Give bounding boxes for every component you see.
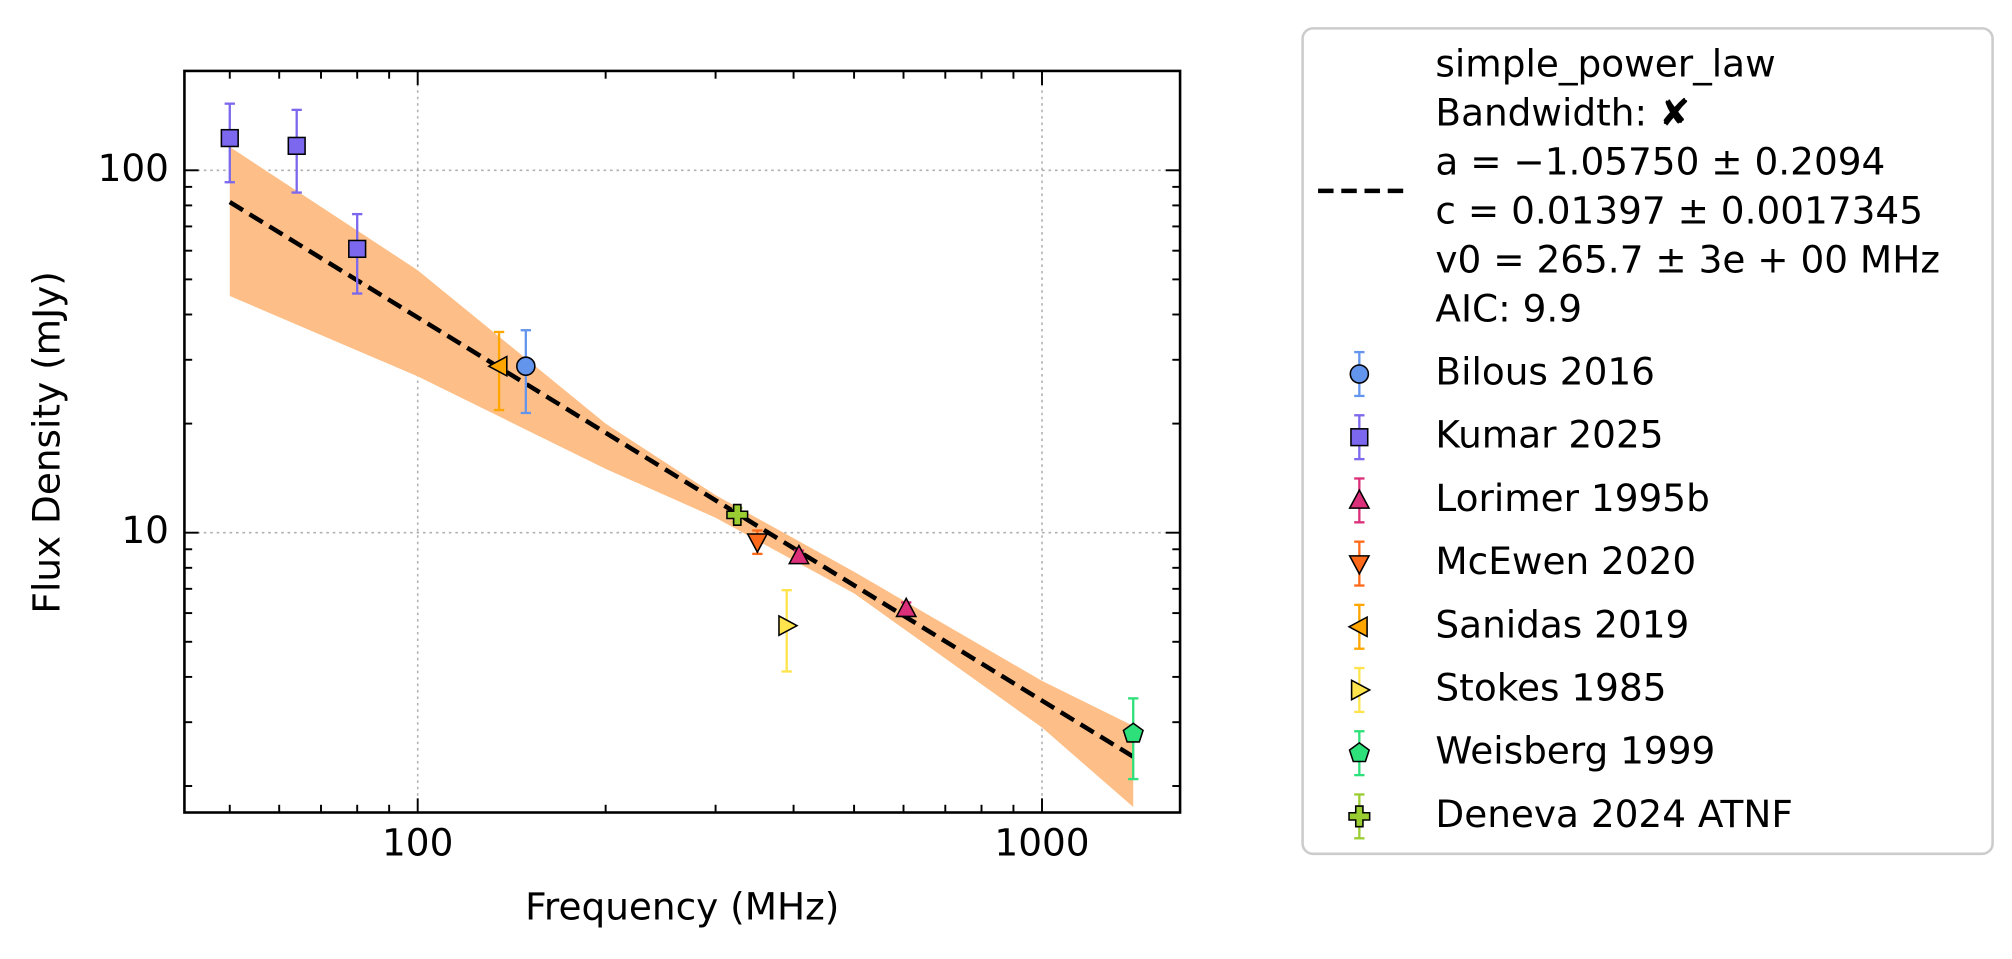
marker bbox=[287, 136, 306, 156]
marker bbox=[1348, 555, 1371, 576]
marker bbox=[778, 614, 799, 637]
marker bbox=[1350, 428, 1369, 447]
marker bbox=[1348, 741, 1371, 763]
fit-band bbox=[229, 146, 1134, 808]
marker bbox=[1349, 364, 1370, 384]
legend-label: Bilous 2016 bbox=[1435, 350, 1655, 394]
marker bbox=[516, 356, 536, 377]
x-tick-label: 1000 bbox=[994, 820, 1089, 864]
fit-line bbox=[228, 200, 1135, 759]
plot-frame bbox=[183, 69, 1182, 814]
marker bbox=[1347, 615, 1368, 638]
y-tick-label: 10 bbox=[121, 508, 169, 552]
marker bbox=[1348, 805, 1371, 828]
legend-fit-text: AIC: 9.9 bbox=[1435, 286, 1582, 330]
legend-fit-text: Bandwidth: ✘ bbox=[1435, 90, 1690, 134]
marker bbox=[1350, 679, 1372, 701]
legend-label: Deneva 2024 ATNF bbox=[1435, 792, 1792, 836]
legend-fit-text: c = 0.01397 ± 0.0017345 bbox=[1435, 188, 1923, 232]
marker bbox=[220, 128, 239, 148]
marker bbox=[487, 355, 508, 378]
marker bbox=[1348, 488, 1371, 509]
marker bbox=[895, 596, 918, 618]
legend-fit-text: a = −1.05750 ± 0.2094 bbox=[1435, 139, 1885, 183]
legend-label: Lorimer 1995b bbox=[1435, 476, 1709, 520]
legend-label: McEwen 2020 bbox=[1435, 539, 1696, 583]
legend-fit-text: v0 = 265.7 ± 3e + 00 MHz bbox=[1435, 237, 1940, 281]
legend-fit-text: simple_power_law bbox=[1435, 41, 1775, 85]
x-axis-label: Frequency (MHz) bbox=[525, 885, 839, 929]
legend-box bbox=[1301, 27, 1994, 856]
marker bbox=[726, 503, 749, 526]
marker bbox=[746, 533, 769, 554]
marker bbox=[1122, 722, 1144, 743]
legend-label: Weisberg 1999 bbox=[1435, 729, 1715, 773]
marker bbox=[787, 543, 810, 565]
y-tick-label: 100 bbox=[98, 146, 169, 190]
y-axis-label: Flux Density (mJy) bbox=[25, 271, 69, 613]
x-tick-label: 100 bbox=[382, 820, 453, 864]
marker bbox=[348, 239, 367, 259]
legend-label: Stokes 1985 bbox=[1435, 665, 1666, 709]
legend-label: Kumar 2025 bbox=[1435, 413, 1663, 457]
legend-label: Sanidas 2019 bbox=[1435, 602, 1689, 646]
